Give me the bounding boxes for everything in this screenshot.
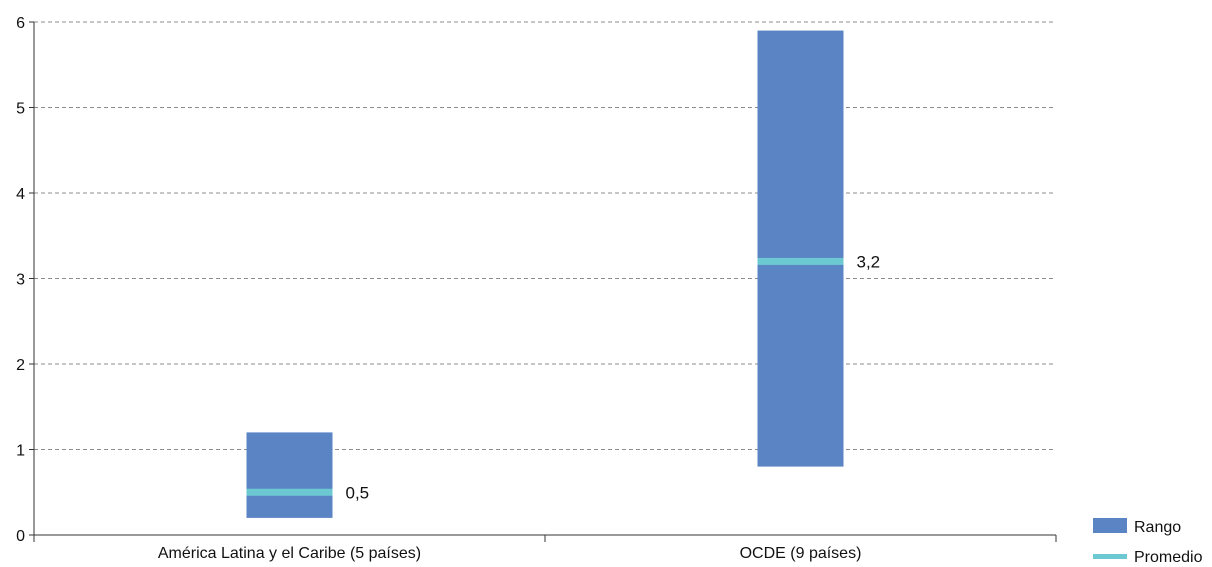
range-bar bbox=[246, 432, 333, 518]
y-tick-label: 4 bbox=[16, 186, 25, 203]
y-tick-label: 5 bbox=[16, 101, 25, 118]
legend-swatch-rango bbox=[1093, 518, 1127, 533]
y-tick-label: 3 bbox=[16, 272, 25, 289]
axes: 0 1 2 3 4 5 6 América Latina y el Caribe (5 paí… bbox=[16, 15, 1057, 562]
legend-swatch-promedio bbox=[1093, 554, 1127, 559]
grid-lines bbox=[34, 21, 1056, 450]
y-tick-label: 6 bbox=[16, 15, 25, 32]
range-bars bbox=[246, 30, 844, 518]
y-tick-label: 2 bbox=[16, 357, 25, 374]
y-tick-label: 0 bbox=[16, 528, 25, 545]
average-marker bbox=[246, 488, 333, 496]
average-value-label: 0,5 bbox=[346, 483, 370, 502]
legend: Rango Promedio bbox=[1093, 518, 1203, 566]
legend-label-rango: Rango bbox=[1134, 519, 1181, 536]
x-category-label: América Latina y el Caribe (5 países) bbox=[158, 545, 421, 562]
average-marker bbox=[757, 257, 844, 265]
range-bar bbox=[757, 30, 844, 467]
average-value-label: 3,2 bbox=[857, 252, 881, 271]
y-tick-label: 1 bbox=[16, 443, 25, 460]
data-labels: 0,5 3,2 bbox=[346, 252, 881, 502]
x-category-label: OCDE (9 países) bbox=[740, 545, 862, 562]
legend-label-promedio: Promedio bbox=[1134, 549, 1203, 566]
